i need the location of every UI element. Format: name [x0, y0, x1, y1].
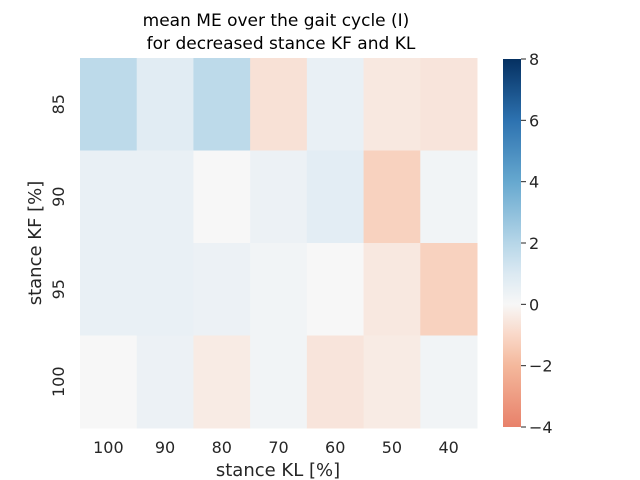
- y-tick-label: 95: [49, 279, 68, 299]
- colorbar-tick-label: 0: [529, 295, 539, 314]
- heatmap-cell-kf100-kl80: [193, 335, 251, 429]
- colorbar-tick-label: −2: [529, 357, 553, 376]
- chart-title-line-1: mean ME over the gait cycle (I): [143, 11, 410, 31]
- heatmap-cell-kf95-kl90: [136, 243, 194, 336]
- heatmap-cell-kf85-kl80: [193, 58, 251, 151]
- colorbar-tick-label: 6: [529, 111, 539, 130]
- x-tick-label: 90: [155, 438, 175, 457]
- x-tick-label: 50: [382, 438, 402, 457]
- heatmap-cell-kf100-kl100: [80, 335, 138, 429]
- heatmap-cell-kf85-kl50: [363, 58, 421, 151]
- heatmap-cells: [80, 58, 478, 429]
- colorbar-tick-label: −4: [529, 418, 553, 437]
- heatmap-cell-kf85-kl90: [136, 58, 194, 151]
- heatmap-cell-kf100-kl70: [250, 335, 308, 429]
- y-tick-label: 100: [49, 366, 68, 397]
- y-axis-label: stance KF [%]: [25, 181, 46, 306]
- heatmap-cell-kf95-kl70: [250, 243, 308, 336]
- chart-title-line-2: for decreased stance KF and KL: [147, 34, 416, 54]
- colorbar: [503, 59, 521, 427]
- x-tick-label: 70: [268, 438, 288, 457]
- x-tick-label: 100: [93, 438, 124, 457]
- x-axis-label: stance KL [%]: [216, 460, 340, 480]
- y-tick-label: 90: [49, 187, 68, 207]
- heatmap-cell-kf90-kl50: [363, 150, 421, 244]
- x-tick-labels: 100 90 80 70 60 50 40: [93, 438, 459, 457]
- heatmap-cell-kf85-kl100: [80, 58, 138, 151]
- heatmap-cell-kf100-kl90: [136, 335, 194, 429]
- heatmap-cell-kf95-kl60: [306, 243, 365, 336]
- heatmap-cell-kf90-kl70: [250, 150, 308, 244]
- heatmap-cell-kf90-kl90: [136, 150, 194, 244]
- heatmap-cell-kf95-kl40: [420, 243, 478, 336]
- heatmap-cell-kf95-kl80: [193, 243, 251, 336]
- x-tick-label: 80: [212, 438, 232, 457]
- heatmap-cell-kf90-kl60: [306, 150, 365, 244]
- heatmap-cell-kf100-kl50: [363, 335, 421, 429]
- heatmap-cell-kf100-kl60: [306, 335, 365, 429]
- heatmap-cell-kf85-kl70: [250, 58, 308, 151]
- y-tick-labels: 85 90 95 100: [49, 94, 68, 397]
- heatmap-cell-kf100-kl40: [420, 335, 478, 429]
- heatmap-cell-kf85-kl40: [420, 58, 478, 151]
- colorbar-tick-label: 2: [529, 234, 539, 253]
- heatmap-cell-kf85-kl60: [306, 58, 365, 151]
- colorbar-tick-label: 8: [529, 50, 539, 69]
- x-tick-label: 60: [325, 438, 345, 457]
- heatmap-cell-kf90-kl100: [80, 150, 138, 244]
- x-tick-label: 40: [438, 438, 458, 457]
- heatmap-cell-kf90-kl80: [193, 150, 251, 244]
- colorbar-ticks: 8 6 4 2 0 −2 −4: [521, 50, 553, 437]
- heatmap-cell-kf90-kl40: [420, 150, 478, 244]
- colorbar-tick-label: 4: [529, 173, 539, 192]
- y-tick-label: 85: [49, 94, 68, 114]
- heatmap-cell-kf95-kl50: [363, 243, 421, 336]
- heatmap-cell-kf95-kl100: [80, 243, 138, 336]
